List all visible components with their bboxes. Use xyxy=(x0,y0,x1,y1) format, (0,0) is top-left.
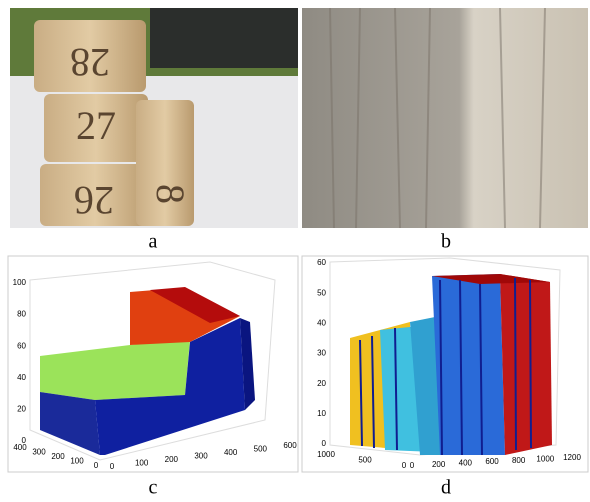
tick-label: 400 xyxy=(459,458,473,467)
tick-label: 400 xyxy=(224,448,238,457)
tick-label: 600 xyxy=(485,457,499,466)
tick-label: 0 xyxy=(402,461,407,470)
tick-label: 0 xyxy=(110,462,115,471)
tick-label: 1200 xyxy=(563,453,581,462)
tick-label: 60 xyxy=(17,341,26,350)
tick-label: 0 xyxy=(94,461,99,470)
tick-label: 1000 xyxy=(536,454,554,463)
panel-label: a xyxy=(149,231,158,253)
tick-label: 60 xyxy=(317,258,326,267)
tick-label: 20 xyxy=(317,379,326,388)
tick-label: 0 xyxy=(410,461,415,470)
tick-label: 10 xyxy=(317,409,326,418)
block-number: 27 xyxy=(76,103,116,148)
plot-d xyxy=(301,255,589,473)
tick-label: 30 xyxy=(317,349,326,358)
plot-c xyxy=(7,255,299,473)
tick-label: 200 xyxy=(165,455,179,464)
tick-label: 50 xyxy=(317,288,326,297)
tick-label: 200 xyxy=(432,460,446,469)
tick-label: 100 xyxy=(13,278,27,287)
photo-a: 28 27 26 8 xyxy=(10,8,298,228)
tick-label: 40 xyxy=(317,318,326,327)
photo-b xyxy=(302,7,588,229)
tick-label: 500 xyxy=(254,445,268,454)
block-number: 8 xyxy=(148,184,193,204)
tick-label: 300 xyxy=(32,448,46,457)
tick-label: 0 xyxy=(322,439,327,448)
tick-label: 20 xyxy=(17,405,26,414)
tick-label: 40 xyxy=(17,373,26,382)
block-number: 26 xyxy=(74,178,114,223)
tick-label: 800 xyxy=(512,456,526,465)
tick-label: 500 xyxy=(358,456,372,465)
tick-label: 300 xyxy=(194,452,208,461)
panel-label: d xyxy=(441,477,451,499)
panel-label: b xyxy=(441,231,451,253)
tick-label: 80 xyxy=(17,310,26,319)
tick-label: 400 xyxy=(13,443,27,452)
tick-label: 1000 xyxy=(317,450,335,459)
block-number: 28 xyxy=(70,40,110,85)
tick-label: 100 xyxy=(70,457,84,466)
tick-label: 100 xyxy=(135,459,149,468)
tick-label: 0 xyxy=(22,436,27,445)
tick-label: 200 xyxy=(51,452,65,461)
panel-label: c xyxy=(149,477,158,499)
tick-label: 600 xyxy=(283,441,297,450)
